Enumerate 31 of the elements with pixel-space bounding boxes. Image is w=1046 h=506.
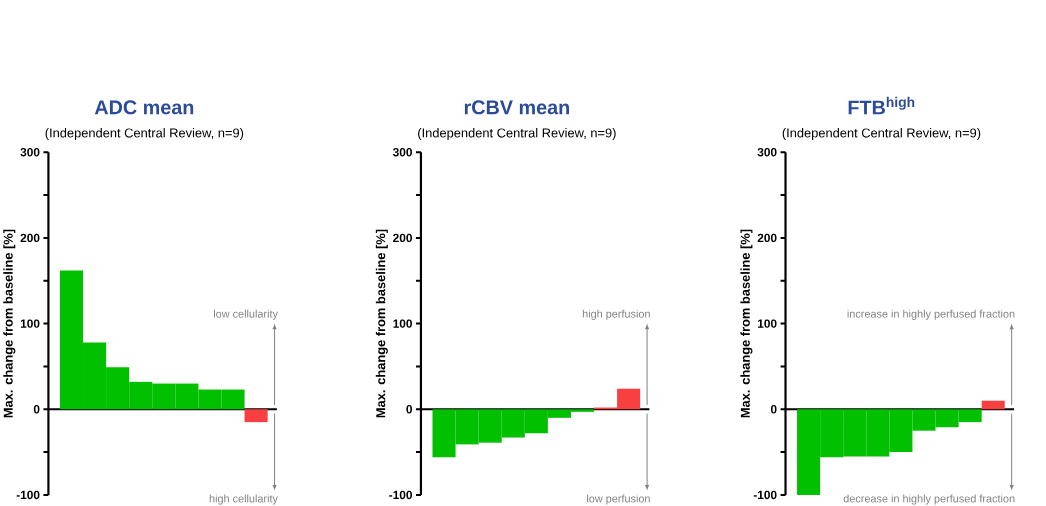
y-tick-label: 200 (20, 233, 40, 243)
y-tick-label: 0 (33, 405, 40, 414)
annotation: high perfusion (582, 309, 650, 321)
y-tick-label: 300 (757, 148, 777, 157)
y-tick-label: 100 (758, 319, 777, 328)
y-tick-label: 100 (20, 319, 40, 328)
y-tick-label: 300 (20, 148, 40, 157)
y-tick-label: -100 (753, 490, 777, 500)
chart-subtitle: (Independent Central Review, n=9) (45, 128, 244, 141)
y-axis-title: Max. change from baseline [%] (375, 229, 388, 418)
y-tick-label: 300 (392, 148, 412, 157)
annotation: increase in highly perfused fraction (847, 309, 1015, 321)
y-tick-label: 200 (757, 233, 777, 243)
y-tick-label: -100 (389, 490, 412, 500)
chart-subtitle: (Independent Central Review, n=9) (418, 128, 616, 141)
y-axis-title: Max. change from baseline [%] (740, 229, 753, 418)
annotation: low perfusion (587, 494, 650, 505)
chart-title: rCBV mean (464, 100, 569, 115)
y-axis-title: Max. change from baseline [%] (3, 229, 16, 418)
bar (244, 409, 268, 423)
chart-subtitle: (Independent Central Review, n=9) (782, 128, 981, 141)
y-tick-label: 200 (393, 233, 412, 243)
y-tick-label: 0 (406, 405, 412, 414)
annotation: low cellularity (213, 309, 278, 321)
chart-title: FTB$^{high}$ (848, 97, 915, 115)
annotation: decrease in highly perfused fraction (843, 494, 1015, 505)
y-tick-label: 100 (393, 319, 412, 328)
annotation: high cellularity (209, 494, 278, 505)
y-tick-label: -100 (16, 490, 40, 500)
chart-title: ADC mean (94, 100, 194, 115)
y-tick-label: 0 (770, 405, 777, 414)
